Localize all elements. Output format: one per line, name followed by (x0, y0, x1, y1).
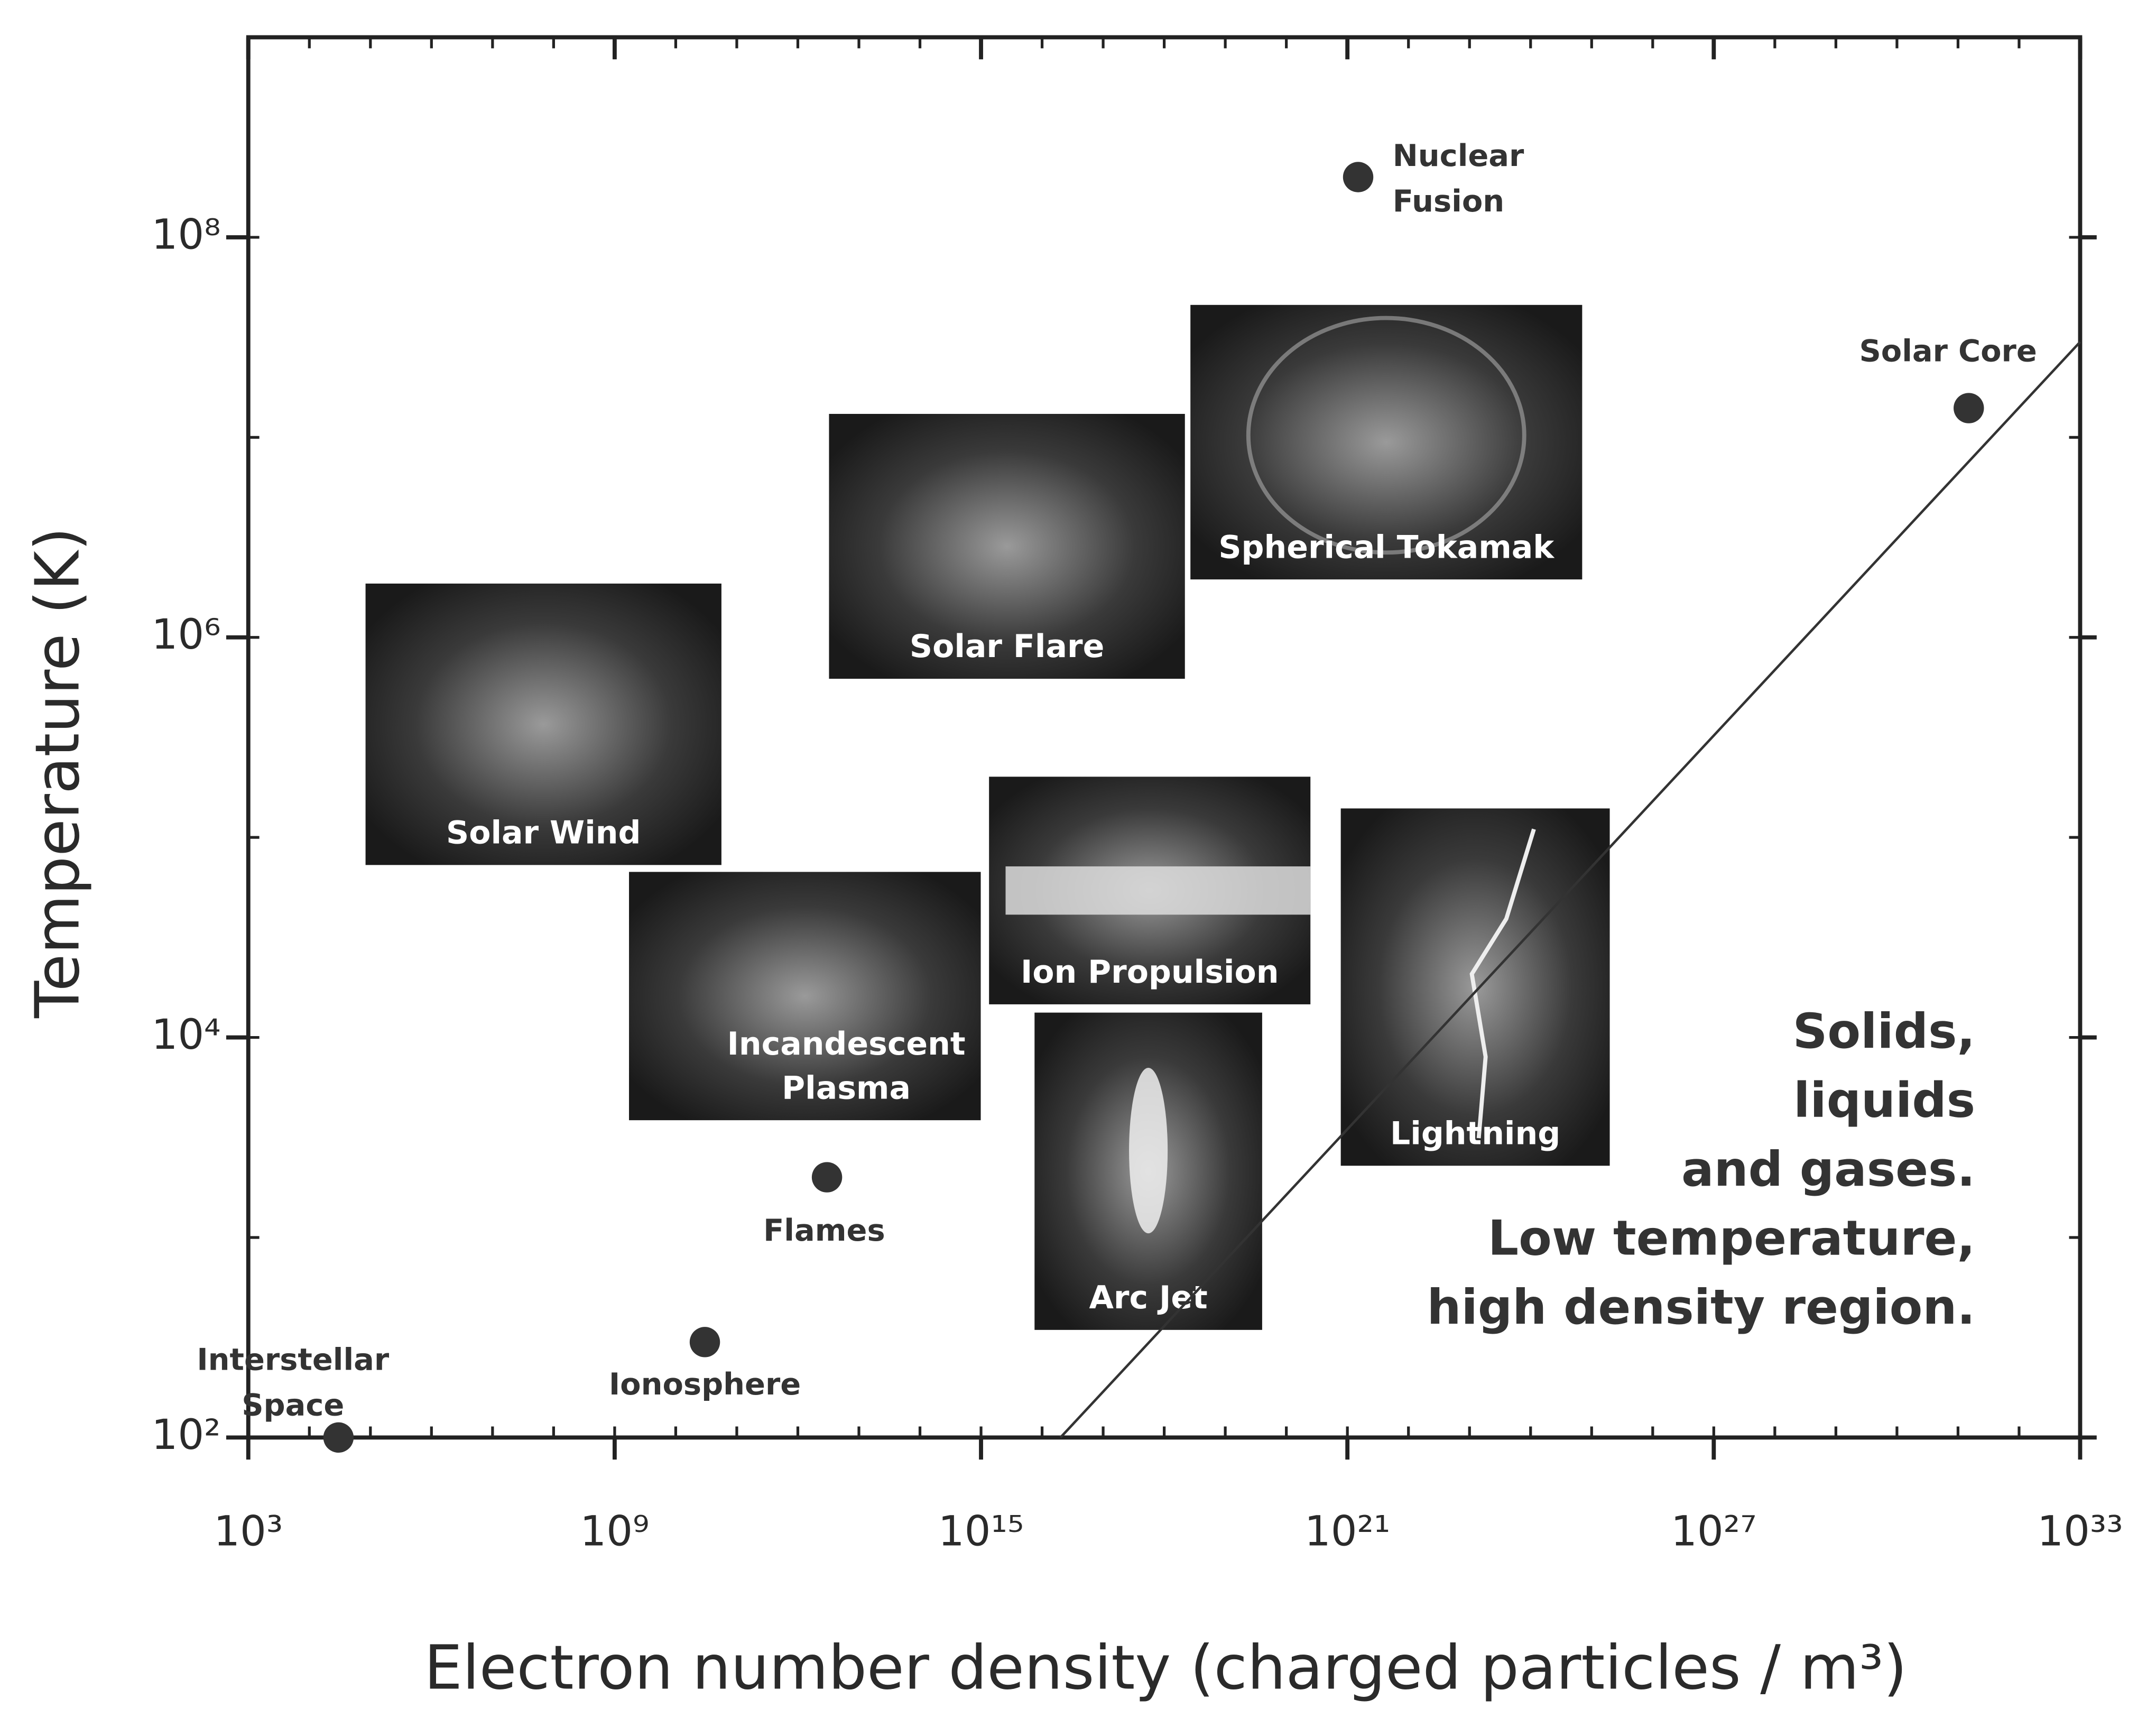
x-tick-label: 10⁹ (580, 1508, 649, 1556)
photo-label: Solar Flare (910, 628, 1104, 665)
point-label: Solar Core (1859, 333, 2037, 368)
photo (365, 583, 721, 865)
point-label: Nuclear (1393, 138, 1524, 173)
data-point (1343, 162, 1374, 192)
x-tick-label: 10³³ (2037, 1508, 2123, 1556)
boundary-line (1059, 341, 2081, 1438)
photo-detail (1129, 1067, 1168, 1234)
photo-detail (1246, 316, 1526, 555)
data-point (811, 1162, 843, 1193)
data-point (323, 1422, 354, 1453)
point-label: Flames (763, 1213, 885, 1248)
photo-label: Spherical Tokamak (1218, 529, 1555, 566)
region-annotation: and gases. (1681, 1141, 1975, 1197)
y-axis-title: Temperature (K) (23, 527, 94, 1019)
region-annotation: Low temperature, (1488, 1210, 1975, 1267)
photo (829, 413, 1185, 679)
photo-detail (1005, 866, 1311, 915)
y-tick-label: 10⁸ (152, 210, 221, 258)
x-tick-label: 10²⁷ (1671, 1508, 1756, 1556)
region-annotation: Solids, (1793, 1003, 1976, 1059)
photo-detail (1469, 828, 1536, 1139)
x-tick-label: 10³ (214, 1508, 283, 1556)
photo-label: Arc Jet (1089, 1279, 1207, 1316)
x-axis-title: Electron number density (charged particl… (424, 1632, 1907, 1703)
y-tick-label: 10⁴ (152, 1011, 221, 1059)
photo-label: Incandescent (727, 1026, 966, 1063)
photo-label: Lightning (1390, 1115, 1560, 1152)
data-point (1954, 393, 1984, 423)
data-point (689, 1327, 720, 1357)
y-tick-label: 10⁶ (152, 611, 221, 659)
photo-label: Ion Propulsion (1021, 954, 1279, 991)
photo-label: Solar Wind (446, 815, 641, 852)
point-label: Fusion (1393, 183, 1504, 219)
point-label: Space (242, 1388, 344, 1423)
point-label: Ionosphere (609, 1366, 801, 1402)
point-label: Interstellar (197, 1342, 390, 1377)
x-tick-label: 10¹⁵ (938, 1508, 1024, 1556)
photo (629, 872, 981, 1121)
y-tick-label: 10² (152, 1411, 221, 1459)
region-annotation: liquids (1793, 1072, 1975, 1129)
region-annotation: high density region. (1427, 1279, 1976, 1335)
photo (1190, 304, 1583, 580)
x-tick-label: 10²¹ (1304, 1508, 1390, 1556)
photo-label: Plasma (782, 1069, 911, 1106)
